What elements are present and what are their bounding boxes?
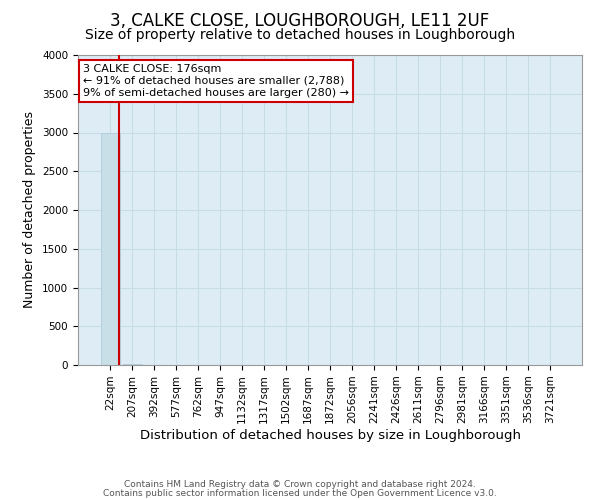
X-axis label: Distribution of detached houses by size in Loughborough: Distribution of detached houses by size … <box>139 429 521 442</box>
Text: 3, CALKE CLOSE, LOUGHBOROUGH, LE11 2UF: 3, CALKE CLOSE, LOUGHBOROUGH, LE11 2UF <box>110 12 490 30</box>
Text: Size of property relative to detached houses in Loughborough: Size of property relative to detached ho… <box>85 28 515 42</box>
Bar <box>101 134 119 365</box>
Text: Contains public sector information licensed under the Open Government Licence v3: Contains public sector information licen… <box>103 488 497 498</box>
Y-axis label: Number of detached properties: Number of detached properties <box>23 112 37 308</box>
Text: 3 CALKE CLOSE: 176sqm
← 91% of detached houses are smaller (2,788)
9% of semi-de: 3 CALKE CLOSE: 176sqm ← 91% of detached … <box>83 64 349 98</box>
Bar <box>123 364 142 365</box>
Text: Contains HM Land Registry data © Crown copyright and database right 2024.: Contains HM Land Registry data © Crown c… <box>124 480 476 489</box>
